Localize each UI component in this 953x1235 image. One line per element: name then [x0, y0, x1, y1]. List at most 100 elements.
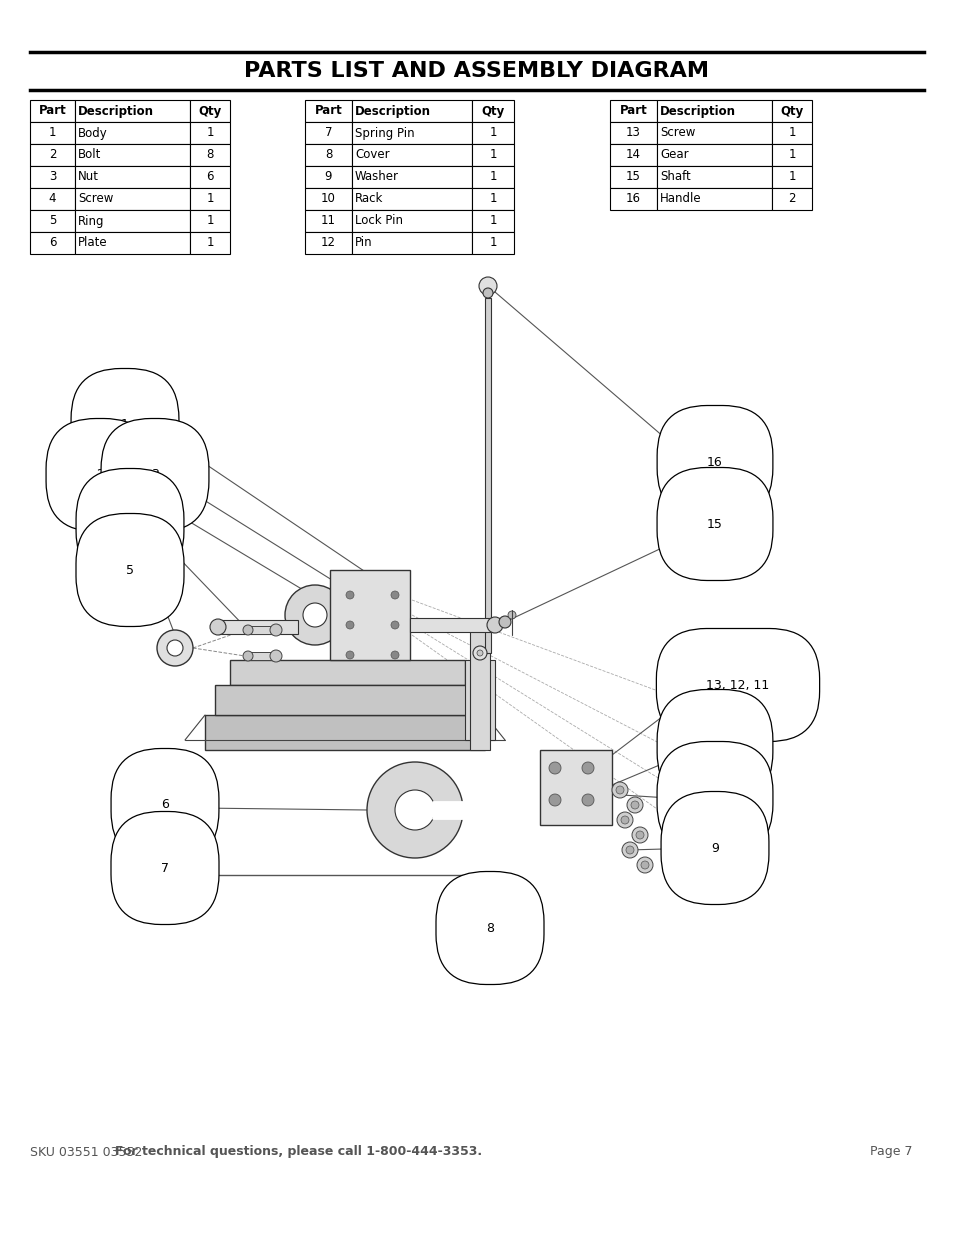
Bar: [30, 210, 75, 232]
Bar: [457, 895, 514, 915]
Text: 1: 1: [206, 126, 213, 140]
Circle shape: [482, 288, 493, 298]
Text: Bolt: Bolt: [78, 148, 101, 162]
Circle shape: [640, 861, 648, 869]
Text: 16: 16: [625, 193, 640, 205]
Bar: [75, 100, 190, 122]
Text: Cover: Cover: [355, 148, 389, 162]
Circle shape: [625, 846, 634, 853]
Text: Description: Description: [355, 105, 431, 117]
Text: 1: 1: [206, 236, 213, 249]
Bar: [771, 144, 811, 165]
Bar: [470, 620, 490, 750]
Circle shape: [346, 621, 354, 629]
Text: 6: 6: [49, 236, 56, 249]
Text: 8: 8: [324, 148, 332, 162]
Bar: [352, 100, 472, 122]
Text: 8: 8: [485, 921, 494, 935]
Circle shape: [637, 857, 652, 873]
Bar: [305, 100, 352, 122]
Circle shape: [346, 651, 354, 659]
Circle shape: [476, 650, 482, 656]
Bar: [657, 165, 771, 188]
Circle shape: [367, 762, 462, 858]
Circle shape: [636, 831, 643, 839]
Text: 2: 2: [787, 193, 795, 205]
Bar: [352, 210, 472, 232]
Bar: [190, 165, 230, 188]
Text: 1: 1: [49, 126, 56, 140]
Circle shape: [621, 842, 638, 858]
Bar: [190, 144, 230, 165]
Text: 6: 6: [161, 799, 169, 811]
Text: 1: 1: [206, 215, 213, 227]
Text: Washer: Washer: [355, 170, 398, 184]
Circle shape: [581, 762, 594, 774]
Text: Shaft: Shaft: [659, 170, 690, 184]
Bar: [472, 100, 514, 122]
Text: 1: 1: [206, 193, 213, 205]
Text: 10: 10: [321, 193, 335, 205]
Circle shape: [620, 816, 628, 824]
Bar: [305, 165, 352, 188]
Bar: [472, 165, 514, 188]
Text: Part: Part: [619, 105, 647, 117]
Bar: [472, 188, 514, 210]
Circle shape: [391, 621, 398, 629]
Bar: [214, 685, 475, 715]
Text: SKU 03551 03552: SKU 03551 03552: [30, 1146, 151, 1158]
Text: 11: 11: [320, 215, 335, 227]
Bar: [30, 122, 75, 144]
Bar: [330, 571, 410, 659]
Circle shape: [210, 619, 226, 635]
Circle shape: [498, 616, 511, 629]
Text: Gear: Gear: [659, 148, 688, 162]
Text: 2: 2: [96, 468, 104, 482]
Bar: [305, 188, 352, 210]
Bar: [352, 165, 472, 188]
Text: Spring Pin: Spring Pin: [355, 126, 415, 140]
Text: 7: 7: [161, 862, 169, 874]
Bar: [771, 100, 811, 122]
Bar: [30, 232, 75, 254]
Bar: [352, 232, 472, 254]
Circle shape: [617, 811, 633, 827]
Bar: [75, 144, 190, 165]
Text: 1: 1: [787, 170, 795, 184]
Bar: [30, 165, 75, 188]
Bar: [472, 122, 514, 144]
Text: Qty: Qty: [198, 105, 221, 117]
Text: Body: Body: [78, 126, 108, 140]
Bar: [472, 210, 514, 232]
Bar: [218, 620, 297, 634]
Circle shape: [548, 794, 560, 806]
Circle shape: [473, 646, 486, 659]
Text: 7: 7: [324, 126, 332, 140]
Text: Page 7: Page 7: [869, 1146, 911, 1158]
Bar: [472, 144, 514, 165]
Circle shape: [616, 785, 623, 794]
Circle shape: [243, 625, 253, 635]
Bar: [305, 144, 352, 165]
Text: 5: 5: [126, 563, 133, 577]
Bar: [75, 165, 190, 188]
Bar: [771, 122, 811, 144]
Circle shape: [391, 592, 398, 599]
Text: Part: Part: [38, 105, 67, 117]
Bar: [609, 144, 657, 165]
Bar: [410, 618, 495, 632]
Bar: [609, 122, 657, 144]
Circle shape: [478, 277, 497, 295]
Text: 1: 1: [121, 419, 129, 431]
Circle shape: [285, 585, 345, 645]
Bar: [248, 652, 275, 659]
Circle shape: [630, 802, 639, 809]
Text: Qty: Qty: [481, 105, 504, 117]
Text: 16: 16: [706, 456, 722, 468]
Bar: [609, 100, 657, 122]
Text: Pin: Pin: [355, 236, 373, 249]
Bar: [305, 122, 352, 144]
Bar: [305, 232, 352, 254]
Text: 6: 6: [206, 170, 213, 184]
Bar: [30, 188, 75, 210]
